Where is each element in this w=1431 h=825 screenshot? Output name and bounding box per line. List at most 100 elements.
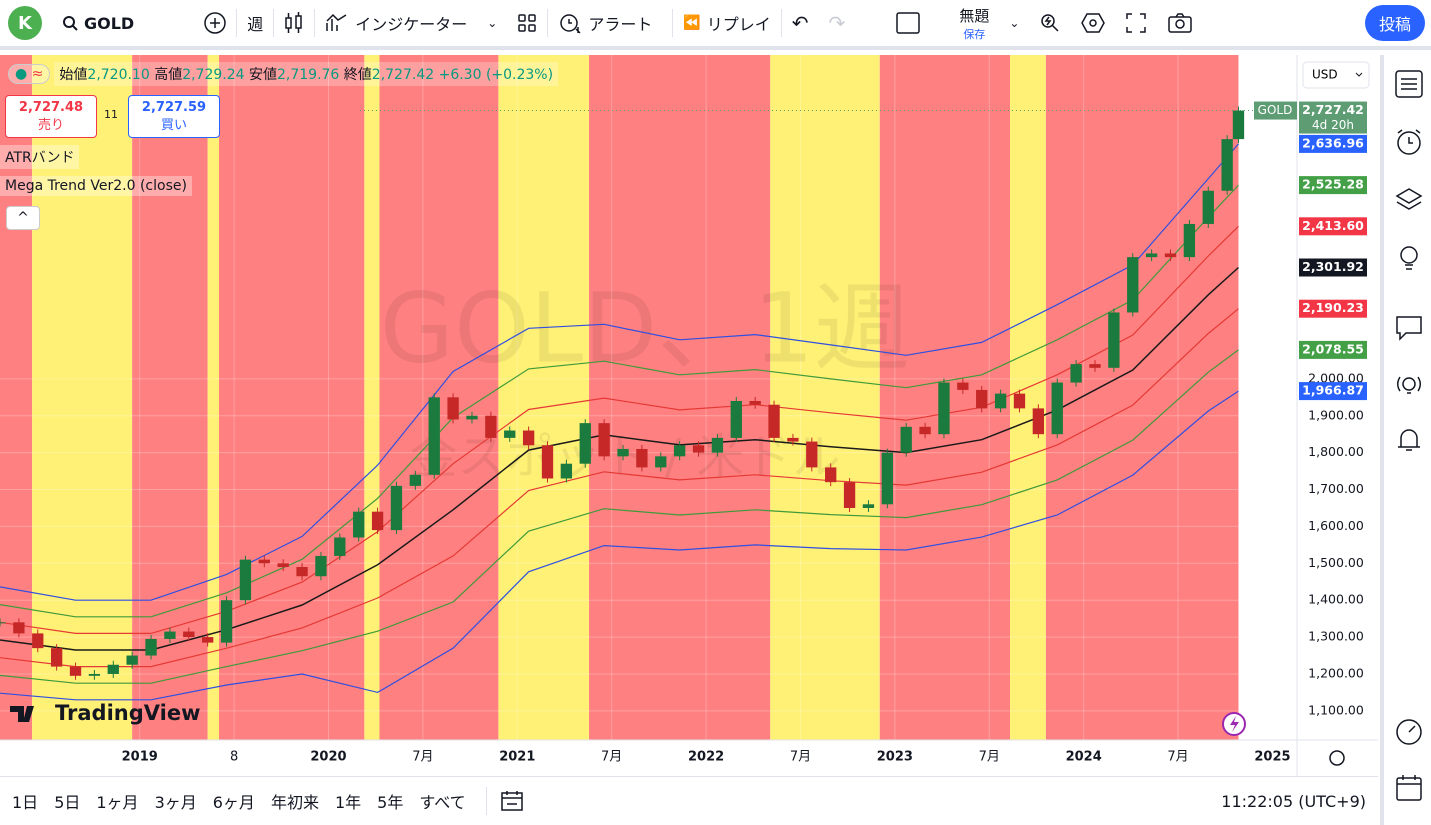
symbol-badge-label: GOLD	[1258, 103, 1293, 117]
price-badge-label: 2,413.60	[1302, 218, 1364, 233]
compare-button[interactable]	[194, 5, 236, 41]
candle-body	[126, 655, 138, 665]
alert-button[interactable]: アラート	[548, 5, 662, 41]
range-button[interactable]: 5日	[54, 793, 81, 812]
y-tick-label: 2,000.00	[1308, 370, 1364, 385]
buy-price: 2,727.59	[141, 100, 207, 115]
candle-body	[655, 456, 667, 468]
x-tick-label: 2020	[310, 750, 346, 765]
candle-body	[1202, 190, 1214, 224]
range-button[interactable]: 3ヶ月	[154, 793, 197, 812]
last-price-label: 2,727.42	[1302, 102, 1364, 117]
watermark-title: GOLD、1週	[380, 272, 910, 384]
undo-button[interactable]: ↶	[791, 11, 809, 35]
candle-body	[994, 393, 1007, 409]
streams-icon[interactable]	[1394, 371, 1424, 401]
range-button[interactable]: すべて	[419, 793, 466, 812]
redo-button[interactable]: ↷	[828, 11, 846, 35]
help-icon[interactable]	[1394, 717, 1424, 747]
symbol-badge	[1254, 101, 1297, 120]
visibility-toggle[interactable]: ● ≈	[8, 64, 51, 84]
clock: 11:22:05 (UTC+9)	[1221, 791, 1366, 811]
watchlist-icon[interactable]	[1394, 69, 1424, 99]
candle-body	[485, 415, 497, 438]
spread: 11	[104, 108, 118, 121]
candle-body	[69, 666, 82, 676]
indicator-legend[interactable]: ATRバンド	[0, 145, 80, 169]
x-tick-label: 7月	[1167, 750, 1188, 765]
ideas-icon[interactable]	[1394, 243, 1424, 273]
band-line	[0, 184, 1239, 618]
layout-dropdown[interactable]: ⌄	[1009, 16, 1020, 30]
candle-body	[1183, 223, 1196, 258]
candle-body	[522, 430, 535, 446]
settings-button[interactable]	[1071, 5, 1115, 41]
publish-button[interactable]: 投稿	[1364, 5, 1425, 41]
close-label: 終値	[343, 67, 372, 83]
collapse-button[interactable]: ^	[6, 206, 40, 230]
range-button[interactable]: 1日	[12, 793, 39, 812]
replay-button[interactable]: ⏪ リプレイ	[673, 5, 780, 41]
layout-select[interactable]	[885, 5, 931, 41]
x-tick-label: 2023	[877, 750, 913, 765]
layout-title: 無題	[959, 6, 990, 25]
range-button[interactable]: 6ヶ月	[212, 793, 255, 812]
range-button[interactable]: 1年	[334, 793, 362, 812]
currency-select[interactable]	[1302, 61, 1370, 89]
currency[interactable]: USD	[1312, 68, 1338, 82]
sell-label: 売り	[37, 118, 64, 133]
alert-label: アラート	[588, 15, 653, 34]
candle-body	[258, 559, 270, 564]
range-button[interactable]: 年初来	[270, 793, 319, 812]
snapshot-button[interactable]	[1157, 5, 1203, 41]
chart-type[interactable]	[274, 5, 314, 41]
trend-region	[498, 55, 590, 740]
quick-search[interactable]	[1029, 5, 1071, 41]
goto-date-icon[interactable]	[499, 789, 525, 813]
calendar-icon[interactable]	[1394, 773, 1424, 803]
symbol-search[interactable]: GOLD	[52, 5, 144, 41]
countdown-label: 4d 20h	[1312, 118, 1354, 132]
fullscreen-button[interactable]	[1115, 5, 1157, 41]
candle-body	[1232, 110, 1245, 140]
x-tick-label: 8	[230, 750, 238, 765]
layout-name[interactable]: 無題 保存	[949, 5, 999, 41]
candle-body	[919, 426, 931, 435]
logo-text: TradingView	[55, 701, 200, 725]
x-tick-label: 2022	[688, 750, 724, 765]
candle-body	[164, 631, 176, 639]
clock-icon[interactable]	[1394, 127, 1424, 157]
candle-body	[334, 537, 346, 556]
lightning-bolt	[1230, 716, 1239, 732]
range-buttons: 1日 5日 1ヶ月 3ヶ月 6ヶ月 年初来 1年 5年 すべて	[0, 789, 474, 813]
chat-icon[interactable]	[1394, 313, 1424, 343]
avatar[interactable]: K	[8, 6, 42, 40]
y-tick-label: 1,200.00	[1308, 665, 1364, 680]
candle-body	[88, 673, 101, 676]
indicators-button[interactable]: インジケーター ⌄	[315, 5, 507, 41]
range-button[interactable]: 1ヶ月	[96, 793, 139, 812]
buy-label: 買い	[160, 118, 187, 133]
layout-button[interactable]	[507, 5, 547, 41]
interval[interactable]: 週	[247, 15, 264, 34]
notifications-icon[interactable]	[1394, 425, 1424, 455]
range-button[interactable]: 5年	[377, 793, 404, 812]
band-line	[0, 266, 1240, 651]
layers-icon[interactable]	[1394, 185, 1424, 215]
buy-button[interactable]: 2,727.59 買い	[128, 95, 220, 138]
candle-body	[617, 448, 629, 457]
last-price-badge	[1299, 101, 1367, 134]
candle-body	[579, 423, 591, 464]
indicator-legend[interactable]: Mega Trend Ver2.0 (close)	[0, 176, 192, 196]
candle-body	[692, 445, 705, 453]
settings-icon[interactable]	[1329, 750, 1345, 766]
ohlc-legend: ● ≈ 始値2,720.10 高値2,729.24 安値2,719.76 終値2…	[8, 62, 559, 86]
candle-body	[1051, 382, 1063, 435]
sell-button[interactable]: 2,727.48 売り	[5, 95, 97, 138]
candle-body	[0, 622, 6, 624]
toolbar: K GOLD 週 インジケーター ⌄ アラート ⏪ リプレイ ↶ ↷ 無題 保存 ⌄ …	[0, 0, 1431, 50]
candle-body	[202, 637, 214, 643]
candles	[0, 106, 1297, 680]
candle-body	[711, 437, 724, 453]
trend-region	[218, 55, 365, 740]
